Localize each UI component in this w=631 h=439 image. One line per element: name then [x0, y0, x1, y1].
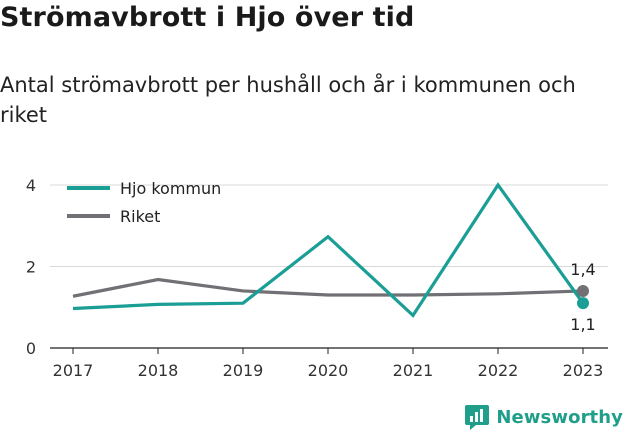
- chart-subtitle: Antal strömavbrott per hushåll och år i …: [0, 73, 576, 127]
- x-tick-label: 2023: [563, 361, 604, 380]
- legend-label: Hjo kommun: [120, 179, 221, 198]
- y-tick-label: 2: [26, 258, 36, 277]
- newsworthy-logo-icon: [465, 405, 490, 430]
- x-tick-label: 2018: [138, 361, 179, 380]
- x-tick-label: 2020: [308, 361, 349, 380]
- newsworthy-brand: Newsworthy: [464, 403, 623, 431]
- x-tick-label: 2021: [393, 361, 434, 380]
- y-tick-label: 0: [26, 339, 36, 358]
- y-tick-label: 4: [26, 176, 36, 195]
- legend-label: Riket: [120, 207, 160, 226]
- x-tick-label: 2019: [223, 361, 264, 380]
- end-point-riket: [577, 284, 589, 297]
- end-label: 1,1: [570, 315, 595, 334]
- series-line-hjo-kommun: [72, 182, 585, 318]
- x-tick-label: 2022: [478, 361, 519, 380]
- line-chart: 0 2 4 2017 2018 2019 2020 2021 2022 2023 1,1 1,4 Hjo…: [26, 176, 608, 380]
- end-label: 1,4: [570, 260, 595, 279]
- x-tick-label: 2017: [53, 361, 94, 380]
- series-line-riket: [72, 277, 584, 298]
- chart-title: Strömavbrott i Hjo över tid: [0, 2, 415, 33]
- brand-name: Newsworthy: [496, 406, 623, 428]
- end-point-hjo-kommun: [577, 297, 589, 310]
